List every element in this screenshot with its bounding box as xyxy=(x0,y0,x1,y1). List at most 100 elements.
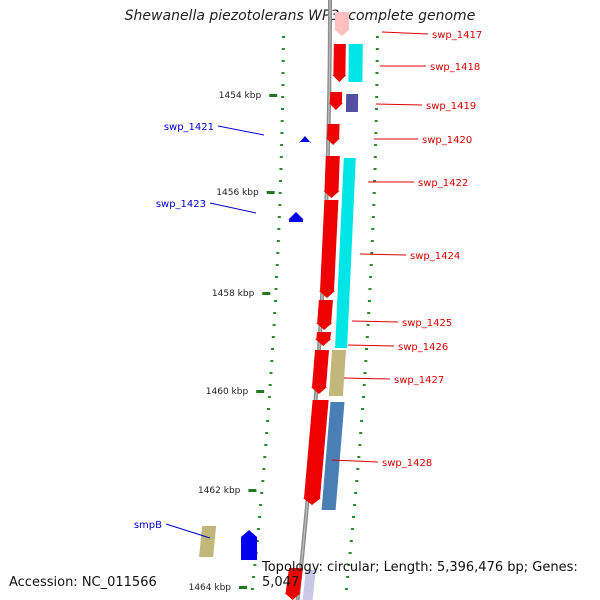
map-title: Shewanella piezotolerans WP3, complete g… xyxy=(124,8,476,24)
gc-dot xyxy=(252,576,256,578)
feature-swp1427 xyxy=(328,350,346,396)
feature-smpB xyxy=(199,526,217,557)
gc-dot xyxy=(263,456,267,458)
gc-dot xyxy=(271,348,275,350)
gc-dot xyxy=(267,396,271,398)
gc-dot xyxy=(348,552,352,554)
gc-dot xyxy=(375,36,379,38)
gc-dot xyxy=(374,144,378,146)
gc-dot xyxy=(367,300,371,302)
gene-label: swp_1428 xyxy=(382,458,432,469)
gc-dot xyxy=(275,264,279,266)
gc-dot xyxy=(281,96,285,98)
gc-dot xyxy=(355,480,359,482)
gc-dot xyxy=(273,312,277,314)
gene-label: swp_1417 xyxy=(432,30,482,41)
gc-dot xyxy=(372,204,376,206)
cds-arrow-smpB xyxy=(241,530,257,560)
gc-dot xyxy=(364,360,368,362)
gene-leader-line xyxy=(343,377,391,380)
gc-dot xyxy=(368,288,372,290)
gc-dot xyxy=(281,60,285,62)
gc-dot xyxy=(354,492,358,494)
gene-leader-line xyxy=(165,523,211,539)
gc-dot xyxy=(361,408,364,410)
gc-dot xyxy=(361,396,365,398)
gc-dot xyxy=(369,276,373,278)
gc-dot xyxy=(374,120,378,122)
gc-dot xyxy=(362,384,366,386)
gene-label: swp_1425 xyxy=(402,318,452,329)
feature-swp1428 xyxy=(321,402,345,510)
gc-dot xyxy=(281,84,285,86)
gene-leader-line xyxy=(375,103,423,106)
tick-mark xyxy=(266,191,275,194)
gc-dot xyxy=(279,168,283,170)
tick-track: 1454 kbp 1456 kbp 1458 kbp 1460 kbp 1462 kbp… xyxy=(189,91,278,593)
gene-label: swp_1420 xyxy=(422,135,472,146)
gene-leader-line xyxy=(347,344,395,347)
gc-dot xyxy=(259,504,263,506)
gc-dot xyxy=(280,120,284,122)
gene-label: swp_1418 xyxy=(430,62,480,73)
tick-label: 1462 kbp xyxy=(198,486,241,496)
gene-leader-line xyxy=(209,202,257,214)
cds-arrow-swp1425 xyxy=(316,300,333,330)
gc-dot xyxy=(344,588,348,590)
cds-arrow-swp1418 xyxy=(332,44,347,82)
gc-dot xyxy=(352,516,355,518)
gc-dot xyxy=(375,108,378,110)
gc-dot xyxy=(370,252,374,254)
gc-dot xyxy=(373,180,377,182)
gc-dot xyxy=(281,108,284,110)
gc-dot xyxy=(264,444,268,446)
gene-label: swp_1419 xyxy=(426,101,476,112)
rna-feature-swp1418 xyxy=(348,44,363,82)
tick-mark xyxy=(269,94,278,97)
cds-arrow-swp1424 xyxy=(319,200,339,298)
gc-dot xyxy=(356,468,360,470)
gc-dot xyxy=(372,192,376,194)
gene-leader-line xyxy=(381,31,429,35)
gc-dot xyxy=(375,84,379,86)
cds-arrow-bottom xyxy=(284,568,303,600)
tick-mark xyxy=(239,586,247,589)
gc-dot xyxy=(360,420,364,422)
gc-dot xyxy=(253,564,257,566)
gc-dot xyxy=(270,360,274,362)
gc-dot xyxy=(365,348,369,350)
gc-dot xyxy=(278,204,282,206)
gc-dot xyxy=(371,216,375,218)
cds-arrow-swp1419 xyxy=(328,92,343,110)
gc-dot xyxy=(369,264,373,266)
gene-label: smpB xyxy=(134,520,162,531)
rna-feature-swp1424 xyxy=(335,158,356,348)
cds-arrow-swp1420 xyxy=(326,124,341,145)
tick-label: 1464 kbp xyxy=(189,583,232,593)
cds-arrow-swp1428 xyxy=(303,400,329,505)
cds-arrow-swp1417 xyxy=(333,12,350,36)
gc-dot xyxy=(272,324,276,326)
gene-label: swp_1422 xyxy=(418,178,468,189)
gc-dot xyxy=(267,408,270,410)
gc-dot xyxy=(250,588,254,590)
gene-leader-line xyxy=(217,125,265,136)
genome-stats-text: Topology: circular; Length: 5,396,476 bp… xyxy=(262,560,578,590)
gc-dot xyxy=(359,432,363,434)
gc-dot xyxy=(260,492,264,494)
gene-leader-line xyxy=(331,459,379,463)
tick-mark xyxy=(248,489,257,492)
gc-dot xyxy=(281,48,285,50)
gc-dot xyxy=(265,432,269,434)
gc-dot xyxy=(275,276,279,278)
gene-label: swp_1423 xyxy=(156,199,206,210)
tick-label: 1454 kbp xyxy=(219,91,262,101)
gene-label: swp_1421 xyxy=(164,122,214,133)
gc-dot xyxy=(279,156,283,158)
gc-dot xyxy=(255,540,259,542)
gc-dot xyxy=(370,240,374,242)
gc-dot xyxy=(357,456,361,458)
gc-dot xyxy=(281,72,285,74)
gc-dot xyxy=(277,228,281,230)
